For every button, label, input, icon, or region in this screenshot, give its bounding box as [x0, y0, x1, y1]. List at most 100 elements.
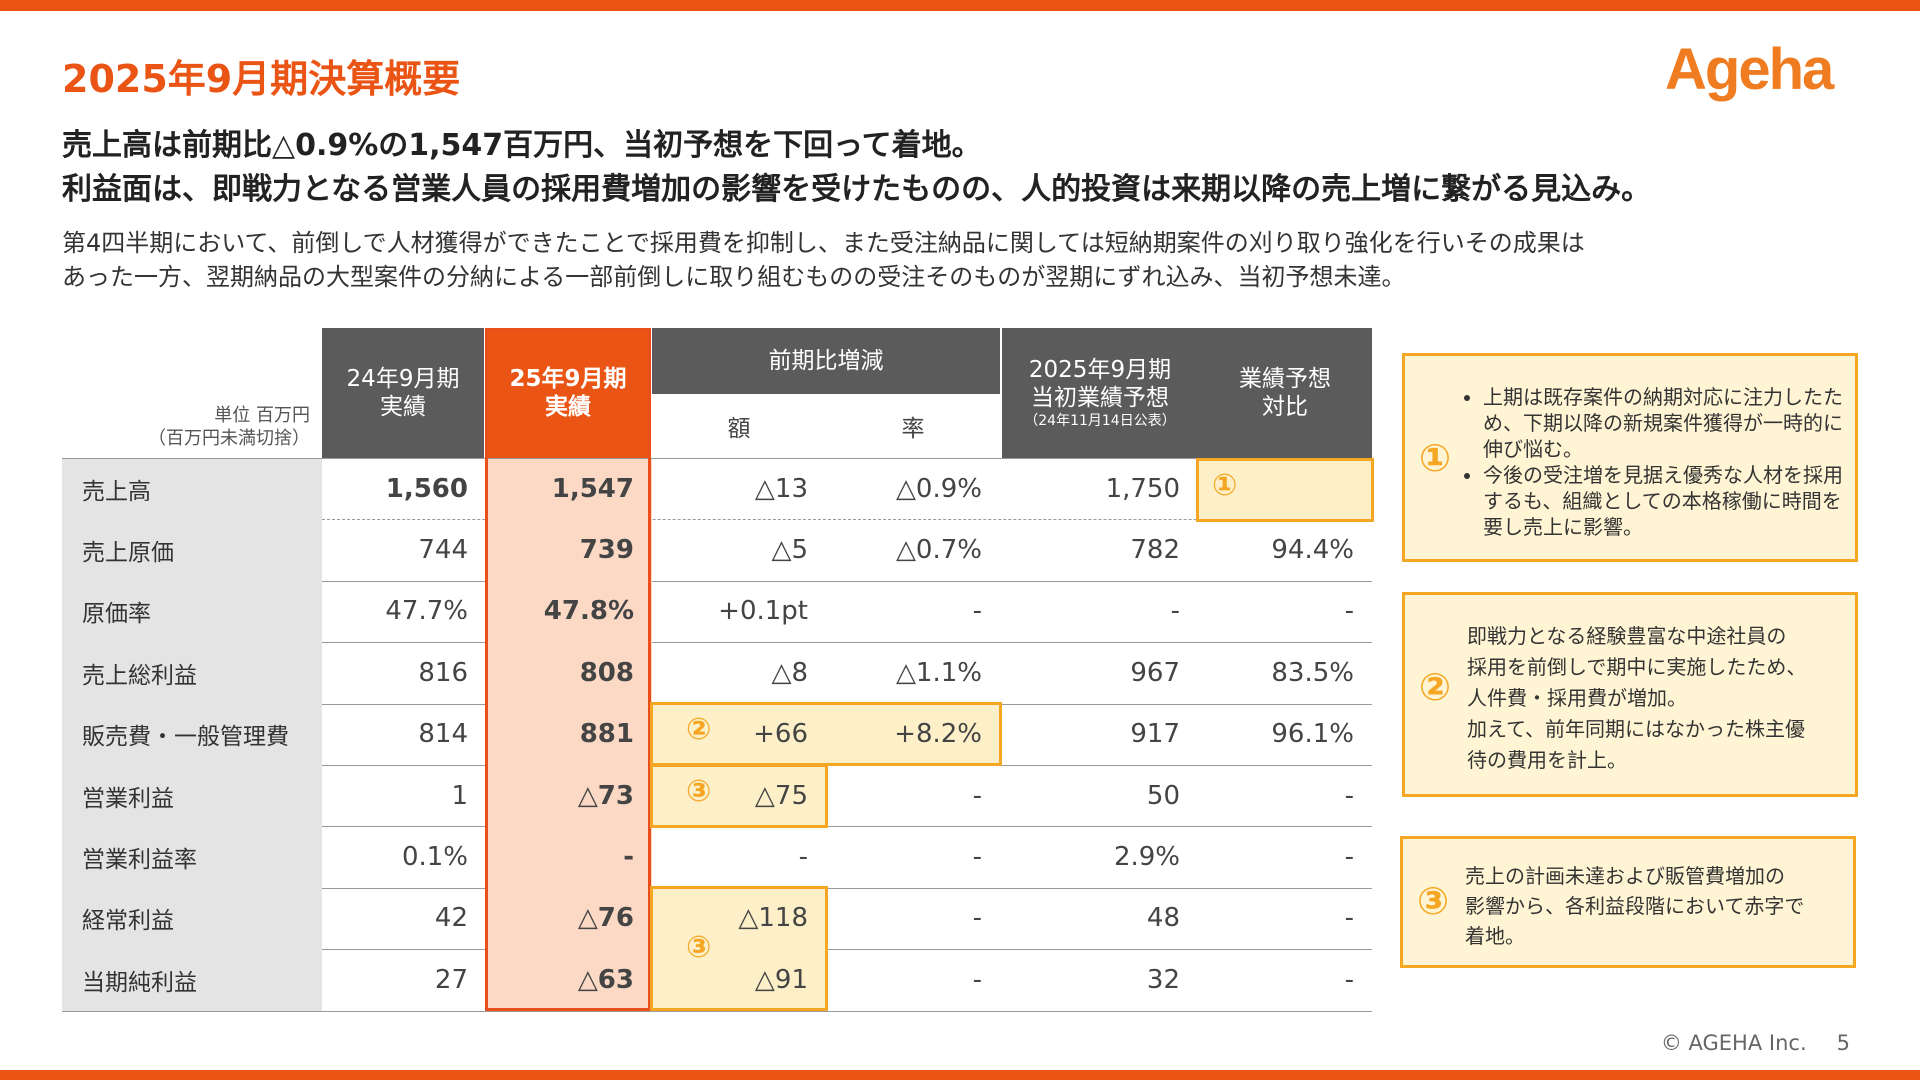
note-3-line-1: 売上の計画未達および販管費増加の	[1465, 864, 1785, 888]
page-title: 2025年9月期決算概要	[62, 57, 461, 101]
cell-rate: -	[972, 596, 982, 627]
note-2-line-5: 待の費用を計上。	[1467, 748, 1627, 772]
current-year-highlight-frame	[485, 328, 651, 1011]
header-initial-forecast: 2025年9月期 当初業績予想 （24年11月14日公表）	[1002, 328, 1198, 458]
unit-label: 単位 百万円	[214, 405, 310, 426]
header-prev-year-line1: 24年9月期	[346, 366, 460, 392]
header-prev-year: 24年9月期 実績	[322, 328, 484, 458]
cell-fc: 2.9%	[1113, 842, 1180, 873]
cell-prev: 1	[451, 780, 468, 811]
header-change-rate: 率	[826, 394, 1000, 458]
cell-curr: -	[486, 826, 652, 888]
cell-fc: 50	[1146, 780, 1180, 811]
note-3-text: 売上の計画未達および販管費増加の 影響から、各利益段階において赤字で 着地。	[1465, 861, 1845, 951]
cell-prev: 47.7%	[385, 596, 468, 627]
header-separator	[62, 458, 1372, 459]
cell-vs: 94.4%	[1271, 535, 1354, 566]
cell-prev: 814	[418, 719, 468, 750]
note-2-marker: ②	[1419, 665, 1452, 709]
cell-amt: +66	[652, 703, 826, 765]
cell-amt: △118	[652, 887, 826, 950]
cell-vs: 96.1%	[1271, 719, 1354, 750]
row-separator	[62, 1010, 1372, 1012]
cell-vs: -	[1344, 964, 1354, 995]
cell-label: 売上総利益	[62, 642, 322, 704]
company-logo: Ageha	[1665, 37, 1834, 102]
cell-label: 売上原価	[62, 519, 322, 581]
header-yoy-change-label: 前期比増減	[768, 348, 884, 374]
cell-rate: -	[972, 964, 982, 995]
cell-amt: △91	[652, 949, 826, 1011]
cell-amt: △13	[754, 473, 808, 504]
header-forecast-line2: 当初業績予想	[1031, 385, 1169, 411]
header-forecast-date: （24年11月14日公表）	[1024, 413, 1176, 429]
header-vs-forecast: 業績予想 対比	[1198, 328, 1372, 458]
cell-amt: +0.1pt	[718, 596, 808, 627]
financial-table: 単位 百万円 （百万円未満切捨） 24年9月期 実績 25年9月期 実績 前期比…	[62, 328, 1374, 1012]
cell-label: 営業利益	[62, 765, 322, 827]
cell-prev: 816	[418, 657, 468, 688]
note-2-line-3: 人件費・採用費が増加。	[1467, 686, 1687, 710]
note-2-text: 即戦力となる経験豊富な中途社員の 採用を前倒しで期中に実施したため、 人件費・採…	[1467, 621, 1847, 776]
row-separator	[62, 580, 1372, 582]
cell-amt: △5	[771, 535, 808, 566]
note-2-line-2: 採用を前倒しで期中に実施したため、	[1467, 655, 1807, 679]
cell-rate: △0.9%	[895, 473, 982, 504]
row-separator	[62, 642, 1372, 644]
cell-curr: 881	[486, 703, 652, 765]
marker-1-fill	[1196, 460, 1374, 520]
summary-line-1: 第4四半期において、前倒しで人材獲得ができたことで採用費を抑制し、また受注納品に…	[62, 229, 1585, 257]
note-box-1: ① 上期は既存案件の納期対応に注力したため、下期以降の新規案件獲得が一時的に伸び…	[1402, 353, 1858, 562]
cell-label: 営業利益率	[62, 826, 322, 888]
headline-line-2: 利益面は、即戦力となる営業人員の採用費増加の影響を受けたものの、人的投資は来期以…	[62, 172, 1652, 207]
unit-rounding-label: （百万円未満切捨）	[148, 428, 310, 449]
cell-vs: 83.5%	[1271, 657, 1354, 688]
row-separator	[322, 519, 1372, 521]
cell-label: 販売費・一般管理費	[62, 703, 322, 765]
cell-amt: -	[798, 842, 808, 873]
cell-fc: 1,750	[1105, 473, 1180, 504]
marker-1-frame	[1196, 458, 1374, 522]
cell-rate: △0.7%	[895, 535, 982, 566]
cell-fc: 48	[1146, 903, 1180, 934]
page-number: 5	[1836, 1031, 1850, 1055]
header-vs-forecast-line2: 対比	[1262, 394, 1308, 420]
cell-vs: -	[1344, 780, 1354, 811]
cell-prev: 0.1%	[401, 842, 468, 873]
cell-prev: 42	[434, 903, 468, 934]
cell-curr: 739	[486, 519, 652, 581]
cell-amt: △75	[652, 765, 826, 827]
header-vs-forecast-line1: 業績予想	[1239, 366, 1331, 392]
cell-fc: 782	[1130, 535, 1180, 566]
marker-3a-frame	[650, 764, 828, 828]
cell-rate: +8.2%	[826, 703, 1000, 765]
cell-fc: 967	[1130, 657, 1180, 688]
cell-rate: -	[972, 903, 982, 934]
note-2-line-4: 加えて、前年同期にはなかった株主優	[1467, 717, 1805, 741]
summary-line-2: あった一方、翌期納品の大型案件の分納による一部前倒しに取り組むものの受注そのもの…	[62, 263, 1406, 291]
cell-vs: -	[1344, 842, 1354, 873]
note-3-line-2: 影響から、各利益段階において赤字で	[1465, 894, 1805, 918]
note-1-item-2: 今後の受注増を見据え優秀な人材を採用するも、組織としての本格稼働に時間を要し売上…	[1483, 462, 1845, 540]
note-box-3: ③ 売上の計画未達および販管費増加の 影響から、各利益段階において赤字で 着地。	[1400, 836, 1856, 968]
bottom-accent-bar	[0, 1070, 1920, 1080]
marker-1-label: ①	[1212, 468, 1238, 503]
cell-rate: △1.1%	[895, 657, 982, 688]
copyright: © AGEHA Inc.	[1660, 1031, 1807, 1055]
cell-prev: 744	[418, 535, 468, 566]
header-yoy-change: 前期比増減	[652, 328, 1000, 394]
header-current-year-line2: 実績	[545, 394, 591, 420]
cell-fc: -	[1170, 596, 1180, 627]
cell-fc: 32	[1146, 964, 1180, 995]
note-3-marker: ③	[1417, 879, 1450, 923]
headline: 売上高は前期比△0.9%の1,547百万円、当初予想を下回って着地。 利益面は、…	[62, 124, 1651, 212]
cell-fc: 917	[1130, 719, 1180, 750]
cell-curr: 1,547	[486, 458, 652, 520]
cell-label: 売上高	[62, 458, 322, 520]
note-box-2: ② 即戦力となる経験豊富な中途社員の 採用を前倒しで期中に実施したため、 人件費…	[1402, 592, 1858, 797]
note-1-marker: ①	[1419, 436, 1452, 480]
header-current-year-line1: 25年9月期	[509, 366, 627, 392]
note-3-line-3: 着地。	[1465, 924, 1525, 948]
cell-curr: △73	[486, 765, 652, 827]
cell-curr: △76	[486, 887, 652, 950]
